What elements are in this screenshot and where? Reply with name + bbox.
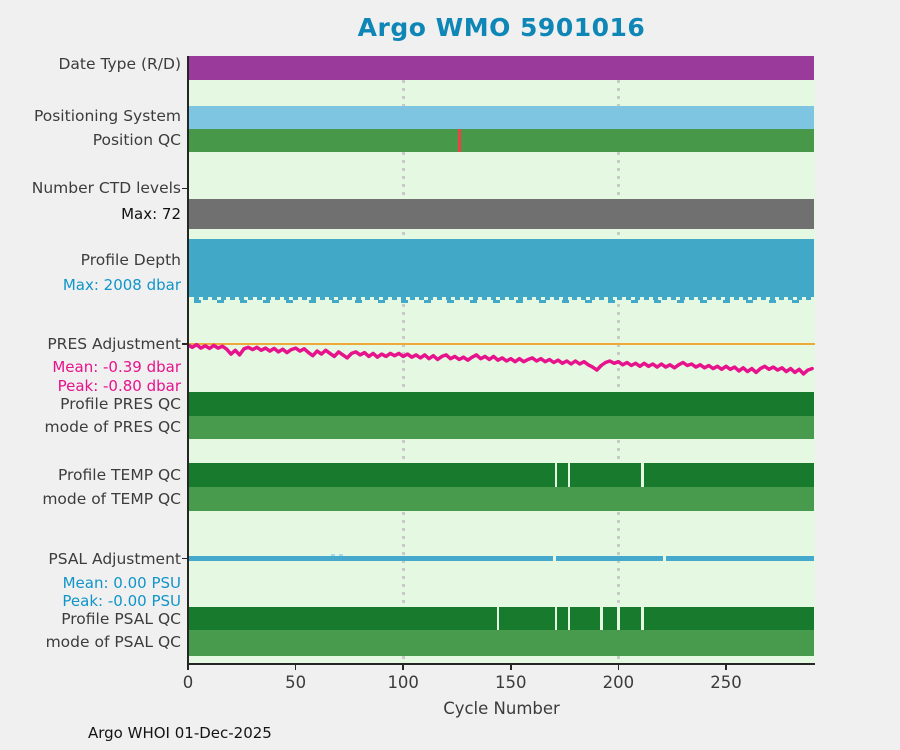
qc-gap-marker bbox=[554, 463, 558, 487]
row-label-ctd-levels: Number CTD levels bbox=[31, 179, 181, 197]
x-tick-100 bbox=[402, 664, 404, 670]
pres-adjustment-peak: Peak: -0.80 dbar bbox=[57, 377, 181, 395]
qc-gap-marker bbox=[641, 463, 644, 487]
qc-gap-marker bbox=[496, 607, 500, 630]
x-tick-250 bbox=[725, 664, 727, 670]
row-label-profile-temp-qc: Profile TEMP QC bbox=[57, 465, 181, 484]
x-tick-200 bbox=[617, 664, 620, 670]
row-label-mode-temp-qc: mode of TEMP QC bbox=[42, 489, 181, 508]
plot-area bbox=[188, 56, 815, 664]
psal-adjustment-peak: Peak: -0.00 PSU bbox=[62, 592, 181, 610]
x-tick-label-250: 250 bbox=[710, 673, 742, 692]
bar-mode-pres-qc bbox=[188, 416, 815, 439]
qc-gap-marker bbox=[554, 607, 558, 630]
row-label-positioning-system: Positioning System bbox=[33, 107, 181, 125]
x-tick-label-50: 50 bbox=[285, 673, 307, 692]
bar-profile-psal-qc bbox=[188, 607, 815, 630]
row-label-position-qc: Position QC bbox=[92, 131, 181, 149]
psal-line-top-mark bbox=[330, 554, 335, 556]
psal-line-gap bbox=[662, 556, 666, 561]
row-label-profile-pres-qc: Profile PRES QC bbox=[60, 394, 181, 413]
pres-zero-line bbox=[188, 342, 815, 345]
y-tick-pres-adjustment bbox=[182, 343, 188, 345]
row-label-pres-adjustment: PRES Adjustment bbox=[47, 334, 181, 353]
bar-profile-temp-qc bbox=[188, 463, 815, 487]
row-label-mode-pres-qc: mode of PRES QC bbox=[44, 418, 181, 436]
y-tick-psal-adjustment bbox=[182, 557, 188, 559]
x-tick-label-100: 100 bbox=[387, 673, 419, 692]
bar-profile-depth bbox=[188, 239, 815, 297]
qc-gap-marker bbox=[567, 463, 571, 487]
row-label-profile-depth: Profile Depth bbox=[80, 251, 181, 269]
bar-date-type bbox=[188, 56, 815, 80]
y-axis-line bbox=[187, 56, 189, 664]
x-tick-label-150: 150 bbox=[495, 673, 527, 692]
depth-bottom-fringe-2 bbox=[194, 300, 815, 303]
psal-line-top-mark bbox=[339, 554, 344, 556]
flagged-cycle-marker bbox=[458, 128, 461, 152]
qc-gap-marker bbox=[567, 607, 571, 630]
x-tick-0 bbox=[187, 664, 189, 670]
row-label-profile-psal-qc: Profile PSAL QC bbox=[61, 609, 181, 628]
row-label-mode-psal-qc: mode of PSAL QC bbox=[45, 632, 181, 651]
x-tick-150 bbox=[510, 664, 512, 670]
bar-position-qc bbox=[188, 128, 815, 152]
psal-adjustment-line bbox=[188, 556, 815, 561]
bar-ctd-levels bbox=[188, 199, 815, 229]
psal-adjustment-mean: Mean: 0.00 PSU bbox=[62, 574, 181, 592]
pres-adjustment-line bbox=[188, 342, 814, 376]
depth-bottom-fringe-1 bbox=[194, 297, 815, 300]
row-label-date-type: Date Type (R/D) bbox=[58, 54, 181, 73]
bar-mode-psal-qc bbox=[188, 630, 815, 656]
gridline-100 bbox=[401, 56, 405, 664]
profile-depth-max-value: Max: 2008 dbar bbox=[62, 276, 181, 294]
qc-gap-marker bbox=[600, 607, 603, 630]
bar-mode-temp-qc bbox=[188, 487, 815, 511]
qc-gap-marker bbox=[641, 607, 644, 630]
qc-gap-marker bbox=[617, 607, 620, 630]
x-tick-label-200: 200 bbox=[602, 673, 635, 692]
bar-positioning-system bbox=[188, 105, 815, 129]
ctd-levels-max-value: Max: 72 bbox=[121, 205, 181, 223]
row-label-psal-adjustment: PSAL Adjustment bbox=[48, 550, 181, 568]
x-axis-line bbox=[187, 663, 815, 665]
pres-adjustment-mean: Mean: -0.39 dbar bbox=[52, 358, 181, 376]
psal-line-gap bbox=[552, 556, 556, 561]
y-tick-ctd-levels bbox=[182, 187, 188, 189]
figure-footer: Argo WHOI 01-Dec-2025 bbox=[88, 724, 272, 742]
bar-profile-pres-qc bbox=[188, 392, 815, 416]
x-axis-title: Cycle Number bbox=[443, 699, 560, 718]
x-tick-50 bbox=[294, 664, 297, 670]
x-tick-label-0: 0 bbox=[182, 673, 194, 692]
figure-title: Argo WMO 5901016 bbox=[357, 13, 646, 42]
